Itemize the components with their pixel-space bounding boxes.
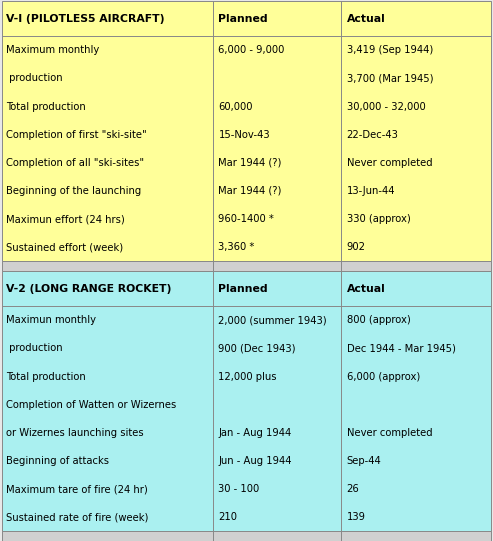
Bar	[213, 261, 341, 271]
Text: Jun - Aug 1944: Jun - Aug 1944	[218, 456, 292, 466]
Text: 12,000 plus: 12,000 plus	[218, 372, 277, 381]
Text: 330 (approx): 330 (approx)	[347, 214, 410, 224]
Text: or Wizernes launching sites: or Wizernes launching sites	[6, 428, 144, 438]
Text: 30,000 - 32,000: 30,000 - 32,000	[347, 102, 425, 111]
Text: production: production	[6, 74, 63, 83]
Text: Dec 1944 - Mar 1945): Dec 1944 - Mar 1945)	[347, 344, 456, 353]
Text: 800 (approx): 800 (approx)	[347, 315, 410, 325]
Text: Planned: Planned	[218, 283, 268, 294]
Text: Never completed: Never completed	[347, 428, 432, 438]
Text: Maximum tare of fire (24 hr): Maximum tare of fire (24 hr)	[6, 484, 148, 494]
Text: Maximum monthly: Maximum monthly	[6, 45, 100, 55]
Text: 960-1400 *: 960-1400 *	[218, 214, 274, 224]
Text: 139: 139	[347, 512, 366, 522]
Text: Maximun monthly: Maximun monthly	[6, 315, 97, 325]
Text: Total production: Total production	[6, 372, 86, 381]
Text: 6,000 - 9,000: 6,000 - 9,000	[218, 45, 285, 55]
Bar	[2, 261, 213, 271]
Bar	[213, 531, 341, 541]
Text: 902: 902	[347, 242, 366, 252]
Text: Beginning of attacks: Beginning of attacks	[6, 456, 109, 466]
Bar	[341, 531, 491, 541]
Text: Mar 1944 (?): Mar 1944 (?)	[218, 158, 282, 168]
Text: Sustained rate of fire (week): Sustained rate of fire (week)	[6, 512, 149, 522]
Text: 26: 26	[347, 484, 359, 494]
Text: Completion of first "ski-site": Completion of first "ski-site"	[6, 130, 147, 140]
Text: 22-Dec-43: 22-Dec-43	[347, 130, 398, 140]
Text: Beginning of the launching: Beginning of the launching	[6, 186, 141, 196]
Text: Sustained effort (week): Sustained effort (week)	[6, 242, 124, 252]
Text: Maximun effort (24 hrs): Maximun effort (24 hrs)	[6, 214, 125, 224]
Text: Mar 1944 (?): Mar 1944 (?)	[218, 186, 282, 196]
Text: 900 (Dec 1943): 900 (Dec 1943)	[218, 344, 296, 353]
Text: 6,000 (approx): 6,000 (approx)	[347, 372, 420, 381]
Text: 60,000: 60,000	[218, 102, 253, 111]
Text: Actual: Actual	[347, 283, 386, 294]
Text: V-2 (LONG RANGE ROCKET): V-2 (LONG RANGE ROCKET)	[6, 283, 172, 294]
Bar	[341, 261, 491, 271]
Text: 3,419 (Sep 1944): 3,419 (Sep 1944)	[347, 45, 433, 55]
Text: 30 - 100: 30 - 100	[218, 484, 260, 494]
Text: Completion of all "ski-sites": Completion of all "ski-sites"	[6, 158, 144, 168]
Text: Sep-44: Sep-44	[347, 456, 381, 466]
Text: 210: 210	[218, 512, 238, 522]
Text: 3,360 *: 3,360 *	[218, 242, 255, 252]
Bar	[2, 1, 491, 261]
Bar	[2, 271, 491, 531]
Text: Completion of Watten or Wizernes: Completion of Watten or Wizernes	[6, 400, 176, 410]
Text: Planned: Planned	[218, 14, 268, 24]
Bar	[2, 531, 213, 541]
Text: production: production	[6, 344, 63, 353]
Text: 13-Jun-44: 13-Jun-44	[347, 186, 395, 196]
Text: Total production: Total production	[6, 102, 86, 111]
Text: Jan - Aug 1944: Jan - Aug 1944	[218, 428, 292, 438]
Text: 15-Nov-43: 15-Nov-43	[218, 130, 270, 140]
Text: V-I (PILOTLES5 AIRCRAFT): V-I (PILOTLES5 AIRCRAFT)	[6, 14, 165, 24]
Text: Never completed: Never completed	[347, 158, 432, 168]
Text: Actual: Actual	[347, 14, 386, 24]
Text: 3,700 (Mar 1945): 3,700 (Mar 1945)	[347, 74, 433, 83]
Text: 2,000 (summer 1943): 2,000 (summer 1943)	[218, 315, 327, 325]
